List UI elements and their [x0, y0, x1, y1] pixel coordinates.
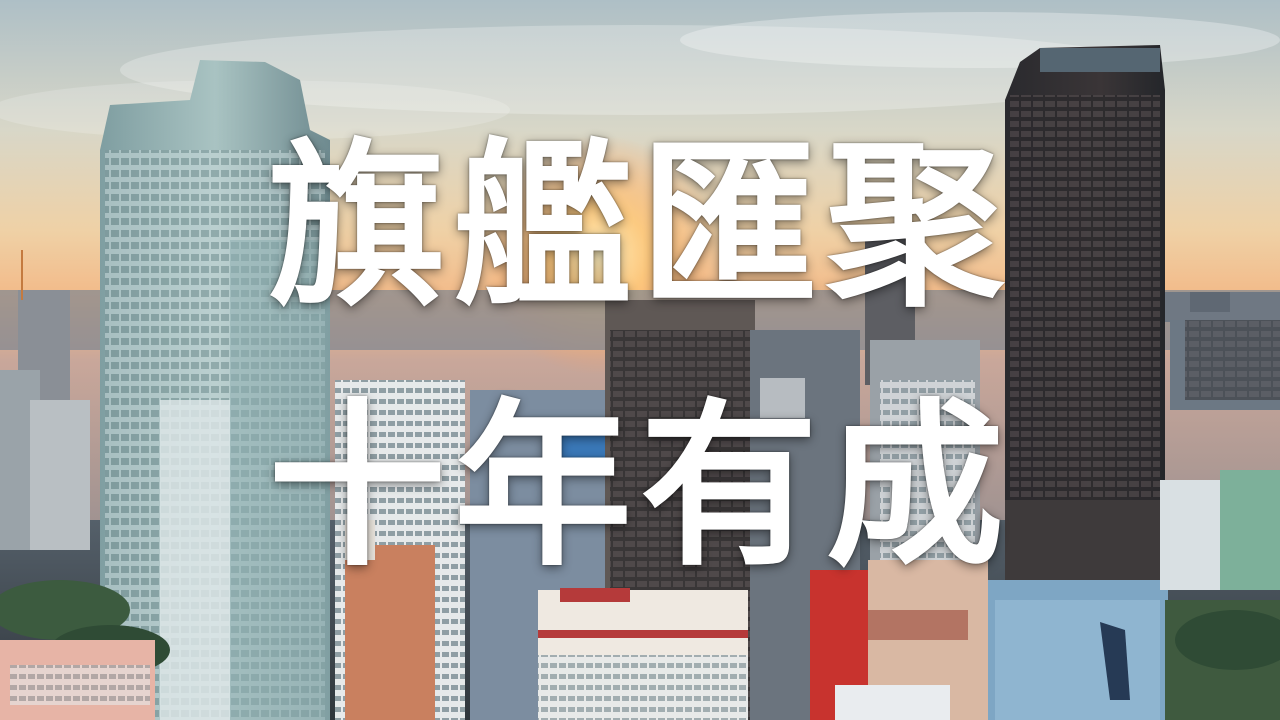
title-line-1: 旗艦匯聚 — [268, 123, 1012, 330]
title-line-2: 十年有成 — [268, 383, 1012, 590]
